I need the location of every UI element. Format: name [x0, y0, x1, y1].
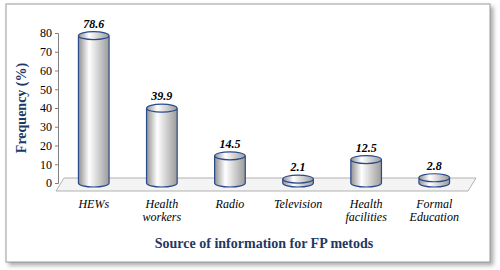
y-axis-line	[55, 34, 59, 184]
bar	[215, 152, 246, 187]
frame	[6, 4, 490, 262]
x-tick: HEWs	[77, 191, 109, 211]
x-tick-label-line: facilities	[345, 210, 387, 224]
y-tick: 20	[40, 139, 58, 153]
y-tick-mark	[55, 71, 58, 72]
data-label: 14.5	[219, 137, 240, 151]
bar	[283, 175, 314, 187]
x-tick-label-line: Health	[349, 197, 383, 211]
x-tick-label: FormalEducation	[409, 197, 459, 224]
y-tick: 60	[40, 64, 58, 78]
y-tick-mark	[55, 52, 58, 53]
x-tick-label-line: workers	[143, 210, 182, 224]
chart: 0 10 20 30 40 50 60 70 80 78.6 39.9 14.5 2.1 12.5 2.8 H…	[0, 0, 500, 270]
y-tick-mark	[55, 146, 58, 147]
y-tick-label: 0	[46, 176, 52, 190]
y-tick: 40	[40, 101, 58, 115]
data-label: 2.8	[426, 159, 442, 173]
y-tick-mark	[55, 164, 58, 165]
x-tick-label-line: HEWs	[77, 197, 109, 211]
data-label: 39.9	[150, 89, 172, 103]
y-tick: 50	[40, 83, 58, 97]
y-tick-label: 10	[40, 158, 52, 172]
bars	[78, 32, 449, 187]
y-tick-label: 80	[40, 26, 52, 40]
x-axis-title: Source of information for FP metods	[155, 236, 374, 251]
x-tick-label-line: Formal	[415, 197, 453, 211]
data-label: 12.5	[356, 141, 377, 155]
floor	[56, 178, 476, 191]
y-tick: 70	[40, 45, 58, 59]
y-tick-mark	[55, 127, 58, 128]
data-labels: 78.6 39.9 14.5 2.1 12.5 2.8	[83, 17, 441, 174]
bar	[419, 174, 450, 187]
x-tick-label: Healthfacilities	[345, 197, 387, 224]
y-tick-label: 70	[40, 45, 52, 59]
x-axis-line	[59, 191, 471, 192]
y-tick-label: 20	[40, 139, 52, 153]
x-tick: Healthworkers	[143, 191, 182, 224]
y-tick-mark	[55, 89, 58, 90]
y-tick-label: 60	[40, 64, 52, 78]
y-tick-mark	[55, 183, 58, 184]
data-label: 2.1	[290, 160, 306, 174]
y-axis: 0 10 20 30 40 50 60 70 80	[40, 26, 59, 190]
x-tick: FormalEducation	[409, 191, 459, 224]
x-tick: Television	[274, 191, 322, 211]
x-tick-label: Healthworkers	[143, 197, 182, 224]
y-tick-label: 40	[40, 101, 52, 115]
y-tick: 30	[40, 120, 58, 134]
data-label: 78.6	[83, 17, 104, 31]
x-axis: HEWsHealthworkersRadioTelevisionHealthfa…	[59, 191, 471, 224]
y-tick-mark	[55, 33, 58, 34]
x-tick-label: HEWs	[77, 197, 109, 211]
x-tick-label-line: Radio	[215, 197, 245, 211]
x-tick-label: Radio	[215, 197, 245, 211]
y-tick-label: 30	[40, 120, 52, 134]
x-tick-label-line: Health	[145, 197, 179, 211]
y-tick: 0	[46, 176, 58, 190]
x-tick-label-line: Television	[274, 197, 322, 211]
bar	[147, 104, 178, 187]
y-axis-title: Frequency (%)	[14, 62, 30, 153]
x-tick-label: Television	[274, 197, 322, 211]
bar	[351, 156, 382, 187]
y-tick-label: 50	[40, 83, 52, 97]
bar	[78, 32, 109, 187]
x-tick: Radio	[215, 191, 245, 211]
x-tick-label-line: Education	[409, 210, 459, 224]
y-tick: 80	[40, 26, 58, 40]
y-tick-mark	[55, 108, 58, 109]
y-tick: 10	[40, 158, 58, 172]
x-tick: Healthfacilities	[345, 191, 387, 224]
